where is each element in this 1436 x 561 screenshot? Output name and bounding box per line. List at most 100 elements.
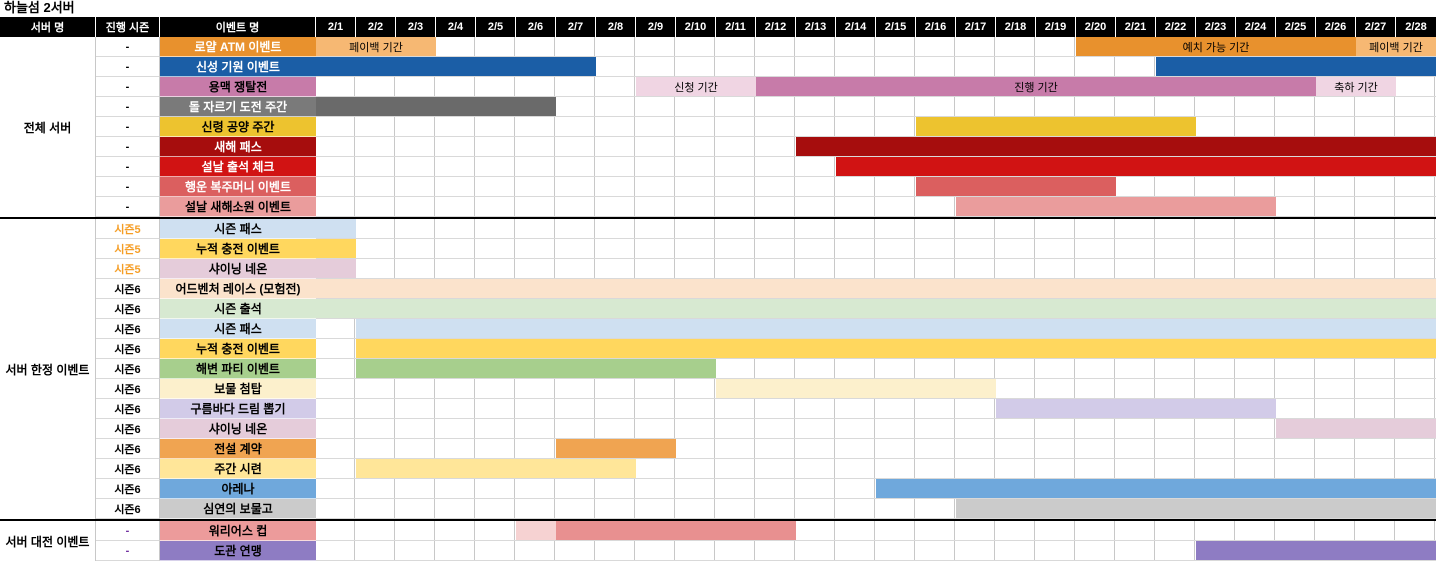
gantt-bar[interactable] xyxy=(316,299,1436,318)
timeline-row[interactable] xyxy=(316,157,1436,177)
event-label-cell[interactable]: 워리어스 컵 xyxy=(160,521,316,541)
timeline-row[interactable] xyxy=(316,299,1436,319)
gantt-bar[interactable] xyxy=(316,57,596,76)
season-cell[interactable]: - xyxy=(96,197,160,217)
season-cell[interactable]: - xyxy=(96,97,160,117)
event-label-cell[interactable]: 도관 연맹 xyxy=(160,541,316,561)
gantt-bar[interactable] xyxy=(1156,57,1436,76)
gantt-bar[interactable] xyxy=(316,239,356,258)
season-cell[interactable]: 시즌6 xyxy=(96,319,160,339)
gantt-bar[interactable] xyxy=(356,319,1436,338)
season-cell[interactable]: 시즌6 xyxy=(96,359,160,379)
gantt-bar[interactable] xyxy=(996,399,1276,418)
event-label-cell[interactable]: 어드벤처 레이스 (모험전) xyxy=(160,279,316,299)
event-label-cell[interactable]: 심연의 보물고 xyxy=(160,499,316,519)
event-label-cell[interactable]: 아레나 xyxy=(160,479,316,499)
timeline-row[interactable] xyxy=(316,239,1436,259)
gantt-bar[interactable] xyxy=(956,499,1436,518)
timeline-row[interactable]: 페이백 기간 예치 가능 기간 페이백 기간 xyxy=(316,37,1436,57)
season-cell[interactable]: - xyxy=(96,157,160,177)
gantt-bar[interactable] xyxy=(556,439,676,458)
timeline-row[interactable] xyxy=(316,97,1436,117)
timeline-row[interactable]: 신청 기간 진행 기간 축하 기간 xyxy=(316,77,1436,97)
event-label-cell[interactable]: 설날 새해소원 이벤트 xyxy=(160,197,316,217)
event-label-cell[interactable]: 신령 공양 주간 xyxy=(160,117,316,137)
season-cell[interactable]: 시즌6 xyxy=(96,379,160,399)
event-label-cell[interactable]: 시즌 패스 xyxy=(160,319,316,339)
season-cell[interactable]: 시즌6 xyxy=(96,279,160,299)
event-label-cell[interactable]: 구름바다 드림 뽑기 xyxy=(160,399,316,419)
gantt-bar[interactable] xyxy=(836,157,1436,176)
timeline-row[interactable] xyxy=(316,319,1436,339)
timeline-row[interactable] xyxy=(316,419,1436,439)
timeline-row[interactable] xyxy=(316,379,1436,399)
season-cell[interactable]: - xyxy=(96,521,160,541)
event-label-cell[interactable]: 해변 파티 이벤트 xyxy=(160,359,316,379)
event-label-cell[interactable]: 시즌 출석 xyxy=(160,299,316,319)
gantt-bar[interactable]: 페이백 기간 xyxy=(1356,37,1436,56)
gantt-bar[interactable] xyxy=(956,197,1276,216)
season-cell[interactable]: - xyxy=(96,541,160,561)
timeline-row[interactable] xyxy=(316,339,1436,359)
season-cell[interactable]: 시즌6 xyxy=(96,299,160,319)
gantt-bar[interactable] xyxy=(316,279,1436,298)
timeline-row[interactable] xyxy=(316,459,1436,479)
gantt-bar[interactable] xyxy=(716,379,996,398)
event-label-cell[interactable]: 용맥 쟁탈전 xyxy=(160,77,316,97)
timeline-row[interactable] xyxy=(316,439,1436,459)
timeline-row[interactable] xyxy=(316,177,1436,197)
timeline-row[interactable] xyxy=(316,279,1436,299)
gantt-bar[interactable]: 진행 기간 xyxy=(756,77,1316,96)
gantt-bar[interactable]: 신청 기간 xyxy=(636,77,756,96)
gantt-bar[interactable] xyxy=(1276,419,1436,438)
event-label-cell[interactable]: 행운 복주머니 이벤트 xyxy=(160,177,316,197)
timeline-row[interactable] xyxy=(316,57,1436,77)
season-cell[interactable]: - xyxy=(96,137,160,157)
timeline-row[interactable] xyxy=(316,399,1436,419)
timeline-row[interactable] xyxy=(316,117,1436,137)
gantt-bar[interactable] xyxy=(1196,541,1436,560)
event-label-cell[interactable]: 주간 시련 xyxy=(160,459,316,479)
event-label-cell[interactable]: 로얄 ATM 이벤트 xyxy=(160,37,316,57)
event-label-cell[interactable]: 돌 자르기 도전 주간 xyxy=(160,97,316,117)
event-label-cell[interactable]: 전설 계약 xyxy=(160,439,316,459)
season-cell[interactable]: - xyxy=(96,57,160,77)
season-cell[interactable]: 시즌5 xyxy=(96,239,160,259)
event-label-cell[interactable]: 새해 패스 xyxy=(160,137,316,157)
gantt-bar[interactable] xyxy=(356,459,636,478)
event-label-cell[interactable]: 샤이닝 네온 xyxy=(160,419,316,439)
timeline-row[interactable] xyxy=(316,197,1436,217)
gantt-bar[interactable] xyxy=(316,259,356,278)
season-cell[interactable]: - xyxy=(96,37,160,57)
gantt-bar[interactable] xyxy=(916,177,1116,196)
gantt-bar[interactable] xyxy=(876,479,1436,498)
timeline-row[interactable] xyxy=(316,259,1436,279)
timeline-row[interactable] xyxy=(316,137,1436,157)
season-cell[interactable]: - xyxy=(96,177,160,197)
season-cell[interactable]: - xyxy=(96,77,160,97)
gantt-bar[interactable] xyxy=(916,117,1196,136)
season-cell[interactable]: 시즌6 xyxy=(96,439,160,459)
gantt-bar[interactable]: 페이백 기간 xyxy=(316,37,436,56)
gantt-bar[interactable]: 예치 가능 기간 xyxy=(1076,37,1356,56)
event-label-cell[interactable]: 보물 첨탑 xyxy=(160,379,316,399)
gantt-bar[interactable] xyxy=(356,359,716,378)
season-cell[interactable]: 시즌5 xyxy=(96,259,160,279)
event-label-cell[interactable]: 시즌 패스 xyxy=(160,219,316,239)
gantt-bar[interactable] xyxy=(796,137,1436,156)
season-cell[interactable]: 시즌6 xyxy=(96,339,160,359)
timeline-row[interactable] xyxy=(316,541,1436,561)
timeline-row[interactable] xyxy=(316,479,1436,499)
event-label-cell[interactable]: 샤이닝 네온 xyxy=(160,259,316,279)
gantt-bar[interactable] xyxy=(556,521,796,540)
timeline-row[interactable] xyxy=(316,499,1436,519)
season-cell[interactable]: 시즌5 xyxy=(96,219,160,239)
season-cell[interactable]: 시즌6 xyxy=(96,479,160,499)
season-cell[interactable]: 시즌6 xyxy=(96,499,160,519)
season-cell[interactable]: - xyxy=(96,117,160,137)
gantt-bar[interactable] xyxy=(356,339,1436,358)
season-cell[interactable]: 시즌6 xyxy=(96,399,160,419)
gantt-bar[interactable] xyxy=(516,521,556,540)
timeline-row[interactable] xyxy=(316,359,1436,379)
gantt-bar[interactable] xyxy=(316,97,556,116)
